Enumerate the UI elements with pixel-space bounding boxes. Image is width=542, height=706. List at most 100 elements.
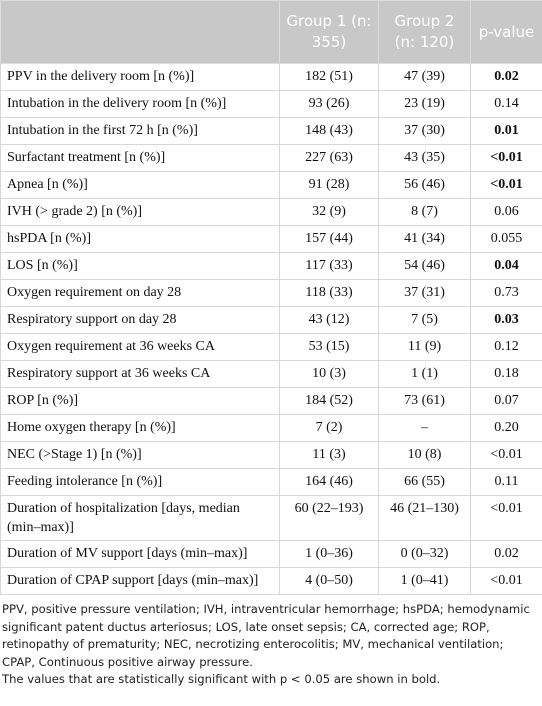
value-cell: 164 (46) (279, 468, 379, 496)
value-cell: 0.03 (470, 306, 542, 334)
value-cell: 66 (55) (378, 468, 471, 496)
row-label: Respiratory support at 36 weeks CA (0, 360, 280, 388)
value-cell: 54 (46) (378, 252, 471, 280)
table-row: Duration of hospitalization [days, media… (0, 495, 542, 541)
value-cell: 0.01 (470, 117, 542, 145)
value-cell: 148 (43) (279, 117, 379, 145)
value-cell: 0.02 (470, 540, 542, 568)
value-cell: 0.11 (470, 468, 542, 496)
value-cell: 0.04 (470, 252, 542, 280)
value-cell: 227 (63) (279, 144, 379, 172)
value-cell: 0 (0–32) (378, 540, 471, 568)
header-row: Group 1 (n: 355) Group 2 (n: 120) p-valu… (0, 0, 542, 64)
value-cell: 117 (33) (279, 252, 379, 280)
value-cell: <0.01 (470, 567, 542, 595)
table-row: Duration of CPAP support [days (min–max)… (0, 567, 542, 595)
value-cell: 11 (3) (279, 441, 379, 469)
table-row: Apnea [n (%)] 91 (28) 56 (46) <0.01 (0, 171, 542, 199)
footnote: PPV, positive pressure ventilation; IVH,… (0, 595, 542, 689)
table-row: Intubation in the first 72 h [n (%)] 148 … (0, 117, 542, 145)
value-cell: 0.20 (470, 414, 542, 442)
value-cell: 0.14 (470, 90, 542, 118)
table-row: Oxygen requirement at 36 weeks CA 53 (15)… (0, 333, 542, 361)
value-cell: 32 (9) (279, 198, 379, 226)
table-row: Respiratory support on day 28 43 (12) 7 (5… (0, 306, 542, 334)
value-cell: 1 (0–36) (279, 540, 379, 568)
value-cell: 118 (33) (279, 279, 379, 307)
row-label: Duration of CPAP support [days (min–max)… (0, 567, 280, 595)
table-row: ROP [n (%)] 184 (52) 73 (61) 0.07 (0, 387, 542, 415)
table-row: PPV in the delivery room [n (%)] 182 (51)… (0, 63, 542, 91)
row-label: Duration of MV support [days (min–max)] (0, 540, 280, 568)
value-cell: – (378, 414, 471, 442)
table-row: IVH (> grade 2) [n (%)] 32 (9) 8 (7) 0.06 (0, 198, 542, 226)
value-cell: 157 (44) (279, 225, 379, 253)
value-cell: <0.01 (470, 144, 542, 172)
row-label: PPV in the delivery room [n (%)] (0, 63, 280, 91)
value-cell: 43 (12) (279, 306, 379, 334)
value-cell: 91 (28) (279, 171, 379, 199)
row-label: Apnea [n (%)] (0, 171, 280, 199)
row-label: Duration of hospitalization [days, media… (0, 495, 280, 541)
row-label: Feeding intolerance [n (%)] (0, 468, 280, 496)
table-row: Oxygen requirement on day 28 118 (33) 37 (… (0, 279, 542, 307)
value-cell: 0.06 (470, 198, 542, 226)
value-cell: 47 (39) (378, 63, 471, 91)
table-row: hsPDA [n (%)] 157 (44) 41 (34) 0.055 (0, 225, 542, 253)
row-label: hsPDA [n (%)] (0, 225, 280, 253)
row-label: Oxygen requirement at 36 weeks CA (0, 333, 280, 361)
header-cell: Group 1 (n: 355) (279, 0, 379, 64)
value-cell: 0.18 (470, 360, 542, 388)
value-cell: 8 (7) (378, 198, 471, 226)
value-cell: <0.01 (470, 495, 542, 541)
row-label: Oxygen requirement on day 28 (0, 279, 280, 307)
header-cell: p-value (470, 0, 542, 64)
value-cell: 10 (3) (279, 360, 379, 388)
table-row: NEC (>Stage 1) [n (%)] 11 (3) 10 (8) <0.01 (0, 441, 542, 469)
abbreviations: PPV, positive pressure ventilation; IVH,… (2, 602, 530, 669)
row-label: Home oxygen therapy [n (%)] (0, 414, 280, 442)
table-row: Respiratory support at 36 weeks CA 10 (3)… (0, 360, 542, 388)
header-cell: Group 2 (n: 120) (378, 0, 471, 64)
table-row: LOS [n (%)] 117 (33) 54 (46) 0.04 (0, 252, 542, 280)
row-label: Intubation in the first 72 h [n (%)] (0, 117, 280, 145)
note: The values that are statistically signif… (2, 672, 441, 686)
value-cell: 0.02 (470, 63, 542, 91)
header-empty (0, 0, 280, 64)
row-label: ROP [n (%)] (0, 387, 280, 415)
table-row: Intubation in the delivery room [n (%)] 9… (0, 90, 542, 118)
table-row: Home oxygen therapy [n (%)] 7 (2) –0.20 (0, 414, 542, 442)
row-label: LOS [n (%)] (0, 252, 280, 280)
row-label: Surfactant treatment [n (%)] (0, 144, 280, 172)
value-cell: 56 (46) (378, 171, 471, 199)
value-cell: 184 (52) (279, 387, 379, 415)
value-cell: 37 (30) (378, 117, 471, 145)
value-cell: 46 (21–130) (378, 495, 471, 541)
value-cell: 73 (61) (378, 387, 471, 415)
value-cell: 1 (1) (378, 360, 471, 388)
data-table: Group 1 (n: 355) Group 2 (n: 120) p-valu… (0, 0, 542, 595)
row-label: NEC (>Stage 1) [n (%)] (0, 441, 280, 469)
value-cell: 43 (35) (378, 144, 471, 172)
row-label: IVH (> grade 2) [n (%)] (0, 198, 280, 226)
value-cell: 60 (22–193) (279, 495, 379, 541)
value-cell: 182 (51) (279, 63, 379, 91)
value-cell: 1 (0–41) (378, 567, 471, 595)
value-cell: 7 (5) (378, 306, 471, 334)
value-cell: 0.07 (470, 387, 542, 415)
value-cell: <0.01 (470, 441, 542, 469)
value-cell: <0.01 (470, 171, 542, 199)
table-row: Feeding intolerance [n (%)] 164 (46) 66 (5… (0, 468, 542, 496)
row-label: Intubation in the delivery room [n (%)] (0, 90, 280, 118)
value-cell: 0.73 (470, 279, 542, 307)
value-cell: 41 (34) (378, 225, 471, 253)
value-cell: 23 (19) (378, 90, 471, 118)
value-cell: 53 (15) (279, 333, 379, 361)
value-cell: 0.12 (470, 333, 542, 361)
value-cell: 0.055 (470, 225, 542, 253)
value-cell: 7 (2) (279, 414, 379, 442)
value-cell: 37 (31) (378, 279, 471, 307)
value-cell: 11 (9) (378, 333, 471, 361)
row-label: Respiratory support on day 28 (0, 306, 280, 334)
